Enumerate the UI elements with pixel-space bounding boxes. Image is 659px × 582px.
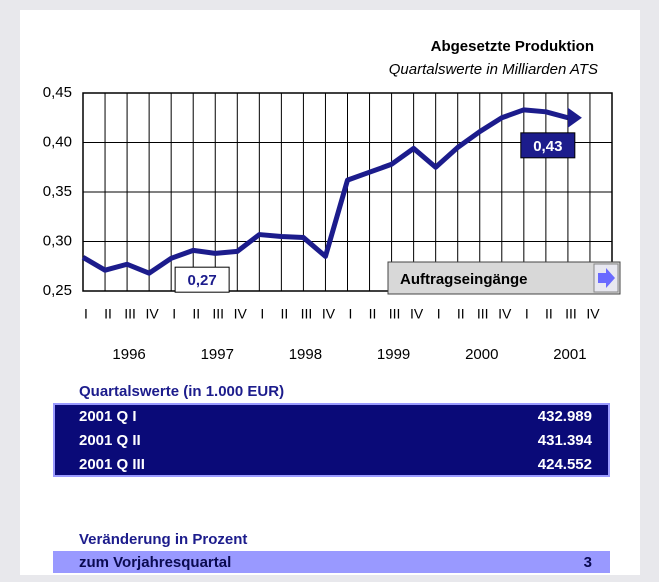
table-body bbox=[53, 403, 610, 477]
table-cell: zum Vorjahresquartal bbox=[79, 554, 231, 571]
x-tick-label: I bbox=[349, 306, 353, 322]
y-tick-label: 0,25 bbox=[43, 282, 72, 299]
y-tick-label: 0,45 bbox=[43, 84, 72, 101]
year-label: 2001 bbox=[553, 346, 586, 363]
year-label: 1998 bbox=[289, 346, 322, 363]
x-tick-label: III bbox=[301, 306, 313, 322]
x-tick-label: I bbox=[172, 306, 176, 322]
value-label: 0,27 bbox=[188, 272, 217, 289]
x-tick-label: I bbox=[525, 306, 529, 322]
x-tick-label: II bbox=[192, 306, 200, 322]
button[interactable] bbox=[387, 261, 621, 295]
x-tick-label: II bbox=[104, 306, 112, 322]
x-tick-label: IV bbox=[146, 306, 160, 322]
x-tick-label: IV bbox=[234, 306, 248, 322]
year-label: 1999 bbox=[377, 346, 410, 363]
x-tick-label: I bbox=[260, 306, 264, 322]
table-cell: 424.552 bbox=[538, 456, 592, 473]
table-cell: 3 bbox=[584, 554, 592, 571]
y-tick-label: 0,40 bbox=[43, 133, 72, 150]
table-title: Quartalswerte (in 1.000 EUR) bbox=[79, 383, 284, 400]
x-tick-label: III bbox=[477, 306, 489, 322]
x-tick-label: III bbox=[389, 306, 401, 322]
x-tick-label: II bbox=[545, 306, 553, 322]
value-label-box bbox=[174, 266, 230, 293]
plot-frame bbox=[82, 92, 613, 292]
value-label: 0,43 bbox=[533, 138, 562, 155]
data-line bbox=[81, 107, 569, 276]
year-label: 2000 bbox=[465, 346, 498, 363]
year-label: 1996 bbox=[112, 346, 145, 363]
x-tick-label: II bbox=[280, 306, 288, 322]
line-end-arrow bbox=[567, 107, 582, 128]
button-label[interactable]: Auftragseingänge bbox=[400, 271, 528, 288]
x-tick-label: I bbox=[84, 306, 88, 322]
table-title: Veränderung in Prozent bbox=[79, 531, 247, 548]
button-arrow[interactable] bbox=[598, 268, 615, 288]
year-label: 1997 bbox=[201, 346, 234, 363]
x-tick-label: II bbox=[369, 306, 377, 322]
x-tick-label: III bbox=[565, 306, 577, 322]
x-tick-label: IV bbox=[498, 306, 512, 322]
x-tick-label: IV bbox=[410, 306, 424, 322]
x-tick-label: I bbox=[437, 306, 441, 322]
y-tick-label: 0,35 bbox=[43, 183, 72, 200]
x-tick-label: III bbox=[212, 306, 224, 322]
table-cell: 2001 Q III bbox=[79, 456, 145, 473]
table-cell: 2001 Q II bbox=[79, 432, 141, 449]
x-tick-label: IV bbox=[586, 306, 600, 322]
x-tick-label: II bbox=[457, 306, 465, 322]
chart-title: Abgesetzte Produktion bbox=[431, 38, 594, 55]
table-cell: 432.989 bbox=[538, 408, 592, 425]
x-tick-label: III bbox=[124, 306, 136, 322]
value-label-box bbox=[520, 132, 576, 159]
table-cell: 431.394 bbox=[538, 432, 593, 449]
y-tick-label: 0,30 bbox=[43, 232, 72, 249]
chart-subtitle: Quartalswerte in Milliarden ATS bbox=[389, 61, 598, 78]
table-cell: 2001 Q I bbox=[79, 408, 137, 425]
x-tick-label: IV bbox=[322, 306, 336, 322]
table-body bbox=[53, 551, 610, 573]
